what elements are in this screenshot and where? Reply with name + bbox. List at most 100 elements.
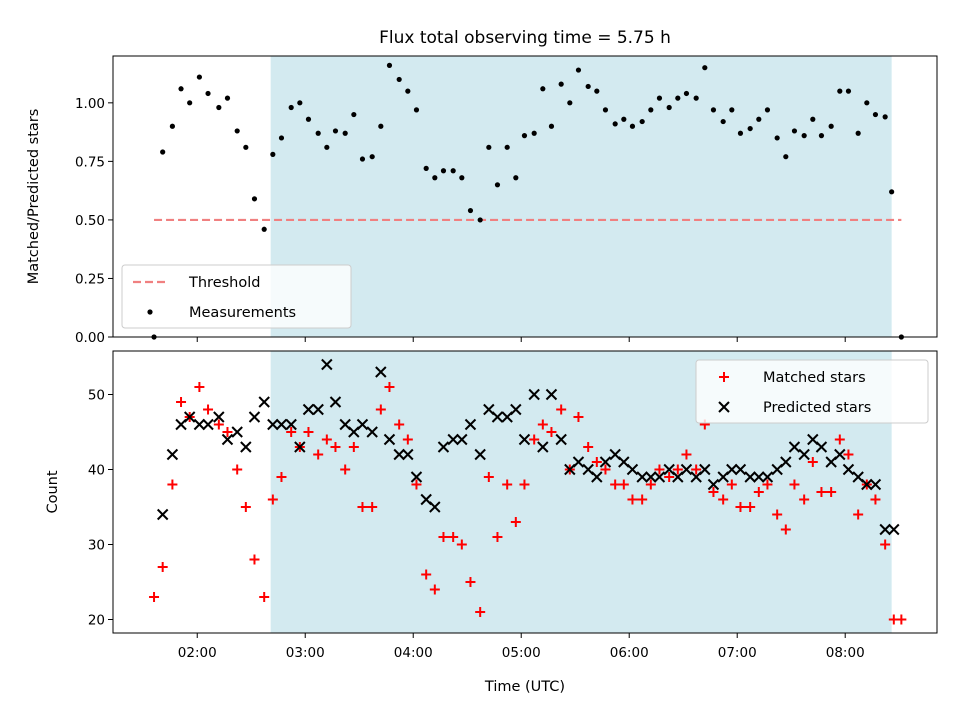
predicted-stars-point <box>447 433 459 446</box>
matched-stars-point <box>149 592 160 602</box>
matched-stars-point <box>799 494 810 505</box>
predicted-stars-point <box>183 411 196 423</box>
top-panel-marks <box>151 62 904 340</box>
measurements-point <box>810 116 816 122</box>
matched-stars-point <box>321 434 332 445</box>
matched-stars-point <box>529 434 540 445</box>
top-panel-frame <box>112 55 938 338</box>
bottom-panel-frame <box>112 350 938 634</box>
y-tick-label: 20 <box>88 613 105 629</box>
matched-stars-point <box>726 479 737 490</box>
predicted-stars-point <box>599 456 612 468</box>
matched-stars-point <box>303 427 314 437</box>
measurements-point <box>889 189 895 195</box>
matched-stars-point <box>438 532 449 542</box>
predicted-stars-point <box>545 388 558 401</box>
measurements-point <box>756 116 762 122</box>
measurements-legend-label: Measurements <box>189 305 296 321</box>
predicted-stars-point <box>572 456 585 468</box>
predicted-stars-point <box>645 471 657 483</box>
measurements-point <box>548 123 555 129</box>
predicted-stars-point <box>491 411 504 423</box>
measurements-point <box>205 90 211 97</box>
measurements-point <box>378 123 384 129</box>
predicted-stars-point <box>653 471 666 483</box>
measurements-point <box>656 95 663 101</box>
predicted-stars-point <box>518 433 531 446</box>
measurements-point <box>160 149 166 155</box>
measurements-point <box>386 62 393 68</box>
matched-stars-point <box>816 487 827 497</box>
predicted-stars-point <box>410 471 423 483</box>
predicted-stars-point <box>474 448 486 461</box>
measurements-point <box>477 217 483 223</box>
measurements-point <box>423 165 429 171</box>
measurements-point <box>747 125 753 132</box>
predicted-stars-point <box>680 463 693 476</box>
matched-stars-point <box>367 502 378 512</box>
measurements-point <box>629 123 636 129</box>
measurements-point <box>818 133 825 139</box>
bottom-panel-y-ticks: 20 30 40 50 <box>88 388 113 629</box>
measurements-point <box>315 130 321 136</box>
matched-stars-point <box>492 532 503 542</box>
predicted-stars-legend-swatch <box>718 401 730 413</box>
matched-stars-point <box>735 502 746 512</box>
matched-stars-point <box>708 487 719 497</box>
measurements-point <box>666 104 672 111</box>
predicted-stars-point <box>375 366 387 378</box>
matched-stars-point <box>896 614 907 625</box>
matched-stars-point <box>645 479 656 490</box>
y-tick-label: 40 <box>88 463 105 479</box>
matched-stars-point <box>421 569 432 580</box>
measurements-point <box>369 154 375 160</box>
measurements-point <box>494 182 501 188</box>
y-tick-label: 50 <box>88 388 105 404</box>
measurements-point <box>575 67 582 73</box>
matched-stars-point <box>194 382 205 392</box>
measurements-point <box>594 88 600 94</box>
measurements-point <box>169 123 175 129</box>
matched-stars-point <box>843 449 854 460</box>
measurements-point <box>450 168 456 174</box>
matched-stars-point <box>664 472 675 482</box>
predicted-stars-point <box>510 403 522 416</box>
measurements-point <box>234 128 240 134</box>
matched-stars-point <box>411 479 422 490</box>
matched-stars-point <box>826 487 837 497</box>
y-tick-label: 1.00 <box>75 96 105 112</box>
predicted-stars-point <box>537 441 549 453</box>
measurements-point <box>540 86 546 92</box>
top-panel-observing-interval-shade <box>270 56 892 337</box>
measurements-point <box>297 100 303 106</box>
measurements-point <box>359 156 366 162</box>
measurements-point <box>243 144 249 150</box>
measurements-point <box>216 104 222 111</box>
predicted-stars-legend-label: Predicted stars <box>763 400 871 416</box>
matched-stars-point <box>475 607 486 617</box>
measurements-point <box>178 86 184 92</box>
matched-stars-point <box>591 457 602 467</box>
measurements-point <box>737 130 744 136</box>
predicted-stars-point <box>258 396 270 408</box>
x-tick-label: 04:00 <box>394 645 433 661</box>
matched-stars-point <box>610 479 621 490</box>
predicted-stars-point <box>429 501 441 513</box>
predicted-stars-point <box>437 441 450 453</box>
matched-stars-point <box>762 479 773 490</box>
measurements-point <box>602 107 609 113</box>
predicted-stars-point <box>528 388 540 401</box>
measurements-point <box>486 144 492 150</box>
bottom-panel-legend: Matched stars Predicted stars <box>695 359 929 424</box>
matched-stars-point <box>465 577 476 587</box>
matched-stars-point <box>203 404 214 415</box>
matched-stars-point <box>681 449 692 460</box>
measurements-point <box>513 175 519 181</box>
predicted-stars-point <box>744 471 756 483</box>
measurements-point <box>567 100 573 106</box>
matched-stars-point <box>583 442 594 452</box>
matched-stars-point <box>546 427 557 437</box>
measurements-point <box>432 175 438 181</box>
matched-stars-point <box>672 464 683 475</box>
